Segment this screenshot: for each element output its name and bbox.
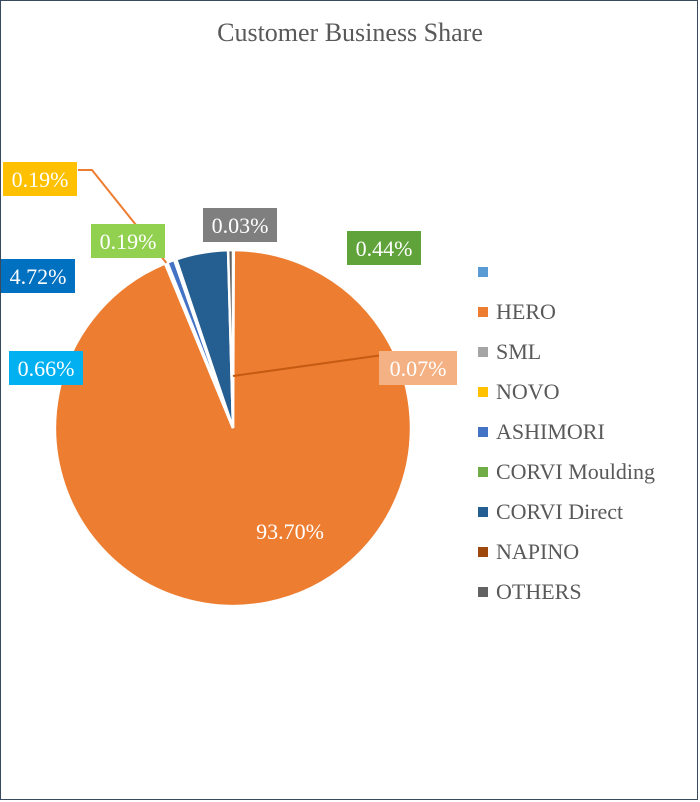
legend-label: OTHERS: [496, 579, 582, 604]
legend-item: CORVI Direct: [478, 492, 655, 532]
legend-item: [478, 252, 655, 292]
legend-swatch: [478, 547, 488, 557]
data-label-box: [91, 224, 165, 258]
data-label-box: [3, 162, 77, 196]
chart-title: Customer Business Share: [217, 18, 483, 47]
legend-label: NAPINO: [496, 539, 580, 564]
data-label: 0.07%: [390, 356, 447, 381]
data-label: 4.72%: [10, 264, 67, 289]
data-label-box: [1, 259, 75, 293]
leader-line: [232, 354, 384, 377]
chart-legend: HERO SML NOVO ASHIMORI CORVI Moulding CORVI D…: [478, 252, 655, 612]
data-label: 0.44%: [356, 236, 413, 261]
legend-item: CORVI Moulding: [478, 452, 655, 492]
data-label-box: [347, 231, 421, 265]
data-label: 0.03%: [212, 213, 269, 238]
legend-swatch: [478, 307, 488, 317]
pie-slice: [226, 248, 235, 429]
legend-label: NOVO: [496, 379, 560, 404]
legend-swatch: [478, 587, 488, 597]
legend-label: SML: [496, 339, 542, 364]
legend-item: HERO: [478, 292, 655, 332]
data-label-box: [379, 351, 457, 385]
data-label: 0.19%: [12, 167, 69, 192]
legend-item: NAPINO: [478, 532, 655, 572]
data-label: 0.66%: [18, 356, 75, 381]
data-label-box: [9, 351, 83, 385]
legend-item: SML: [478, 332, 655, 372]
data-label: 93.70%: [256, 519, 324, 544]
legend-swatch: [478, 467, 488, 477]
legend-label: CORVI Moulding: [496, 459, 655, 484]
legend-swatch: [478, 267, 488, 277]
legend-swatch: [478, 347, 488, 357]
legend-swatch: [478, 507, 488, 517]
legend-item: NOVO: [478, 372, 655, 412]
legend-swatch: [478, 387, 488, 397]
data-label: 0.19%: [100, 229, 157, 254]
legend-item: OTHERS: [478, 572, 655, 612]
legend-item: ASHIMORI: [478, 412, 655, 452]
legend-swatch: [478, 427, 488, 437]
legend-label: ASHIMORI: [496, 419, 605, 444]
data-label-box: [203, 208, 277, 242]
legend-label: HERO: [496, 299, 556, 324]
legend-label: CORVI Direct: [496, 499, 624, 524]
